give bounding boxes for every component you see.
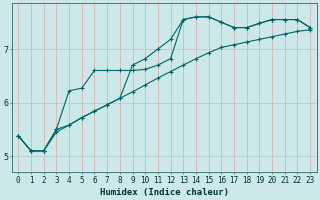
X-axis label: Humidex (Indice chaleur): Humidex (Indice chaleur)	[100, 188, 229, 197]
